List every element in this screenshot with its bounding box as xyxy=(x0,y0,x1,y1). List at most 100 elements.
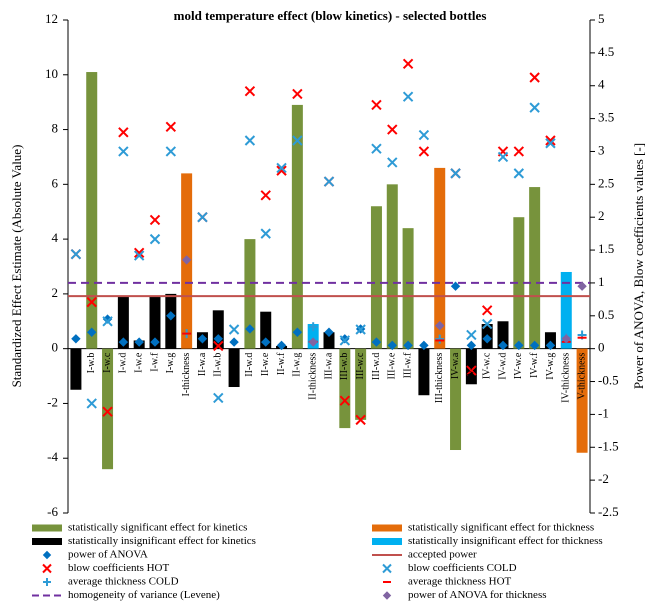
marker xyxy=(371,143,382,154)
bar xyxy=(117,296,129,349)
x-tick-label: II-w.g xyxy=(292,353,303,377)
marker xyxy=(402,91,414,102)
x-tick-label: I-w.e xyxy=(133,352,144,373)
bar xyxy=(260,311,272,349)
marker xyxy=(324,327,334,337)
x-tick-label: IV-w.b xyxy=(466,353,477,380)
marker xyxy=(181,255,192,265)
marker xyxy=(497,151,509,163)
marker xyxy=(71,334,81,344)
marker xyxy=(102,406,113,417)
marker xyxy=(86,296,97,308)
marker xyxy=(545,340,556,351)
marker xyxy=(86,398,97,409)
y2-tick-label: -2.5 xyxy=(598,504,619,519)
x-tick-label: IV-w.e xyxy=(513,352,524,379)
y-tick-label: -2 xyxy=(47,394,58,409)
x-tick-label: III-w.g xyxy=(418,353,429,380)
legend-label: average thickness HOT xyxy=(408,576,512,588)
bar xyxy=(86,72,98,349)
legend-label: homogeneity of variance (Levene) xyxy=(68,589,220,601)
legend-label: statistically significant effect for thi… xyxy=(408,522,594,534)
bar xyxy=(228,348,240,388)
x-tick-label: IV-w.g xyxy=(545,353,556,380)
marker xyxy=(339,395,351,406)
marker xyxy=(244,135,256,146)
x-tick-label: III-w.c xyxy=(355,352,366,379)
bar xyxy=(529,187,541,349)
marker xyxy=(118,337,129,347)
bar xyxy=(402,228,414,349)
marker xyxy=(245,324,255,334)
marker xyxy=(514,340,524,351)
marker xyxy=(529,102,540,113)
y-tick-label: -4 xyxy=(47,449,58,464)
marker xyxy=(292,88,303,100)
y2-tick-label: 0 xyxy=(598,340,605,355)
x-tick-label: IV-w.f xyxy=(529,352,540,378)
marker xyxy=(308,322,318,332)
marker xyxy=(482,334,492,344)
legend-swatch xyxy=(372,524,402,532)
legend-swatch xyxy=(372,538,402,545)
bar xyxy=(244,239,256,349)
marker xyxy=(292,135,303,146)
marker xyxy=(276,165,287,176)
bar xyxy=(465,348,477,385)
marker xyxy=(418,129,430,141)
bar xyxy=(291,104,303,349)
bar xyxy=(560,271,572,349)
bar xyxy=(102,348,114,470)
x-tick-label: II-w.b xyxy=(213,353,224,377)
y-tick-label: 10 xyxy=(45,66,58,81)
marker xyxy=(308,337,318,347)
legend-swatch xyxy=(42,550,52,560)
marker xyxy=(118,146,129,157)
bar xyxy=(212,310,224,349)
y2-axis-title: Power of ANOVA, Blow coefficients values… xyxy=(631,143,646,389)
x-tick-label: IV-w.c xyxy=(481,352,492,379)
x-tick-label: II-w.e xyxy=(260,352,271,376)
bar xyxy=(513,217,525,349)
bar xyxy=(418,348,430,396)
bar xyxy=(386,184,398,349)
marker xyxy=(165,146,177,157)
y-axis-title: Standardized Effect Estimate (Absolute V… xyxy=(9,145,24,388)
bar xyxy=(434,167,446,349)
marker xyxy=(70,248,82,260)
marker xyxy=(498,340,508,351)
marker xyxy=(276,162,287,174)
legend-label: power of ANOVA for thickness xyxy=(408,589,547,601)
bar xyxy=(165,293,177,349)
marker xyxy=(466,365,477,376)
marker xyxy=(229,337,239,347)
legend-swatch xyxy=(32,538,62,545)
legend-swatch xyxy=(32,524,62,532)
legend-label: statistically insignificant effect for k… xyxy=(68,535,256,547)
marker xyxy=(402,58,414,70)
x-tick-label: I-w.d xyxy=(118,353,129,374)
x-tick-label: III-w.d xyxy=(371,353,382,380)
marker xyxy=(355,324,366,335)
legend-label: blow coefficients HOT xyxy=(68,562,169,574)
y2-tick-label: 2.5 xyxy=(598,175,614,190)
y2-tick-label: -1.5 xyxy=(598,438,619,453)
x-tick-label: IV-w.d xyxy=(497,353,508,380)
y2-tick-label: 2 xyxy=(598,208,605,223)
y-tick-label: 2 xyxy=(52,285,59,300)
x-tick-label: I-w.b xyxy=(86,353,97,374)
y2-tick-label: 1 xyxy=(598,274,605,289)
marker xyxy=(292,327,303,337)
marker xyxy=(450,168,461,179)
marker xyxy=(371,99,382,111)
marker xyxy=(339,335,351,346)
marker xyxy=(513,168,525,179)
marker xyxy=(466,340,477,351)
x-tick-label: III-w.b xyxy=(339,353,350,380)
bar xyxy=(323,332,335,349)
x-tick-label: II-w.f xyxy=(276,352,287,375)
y2-tick-label: -1 xyxy=(598,405,609,420)
marker xyxy=(435,334,445,344)
marker xyxy=(213,334,223,344)
